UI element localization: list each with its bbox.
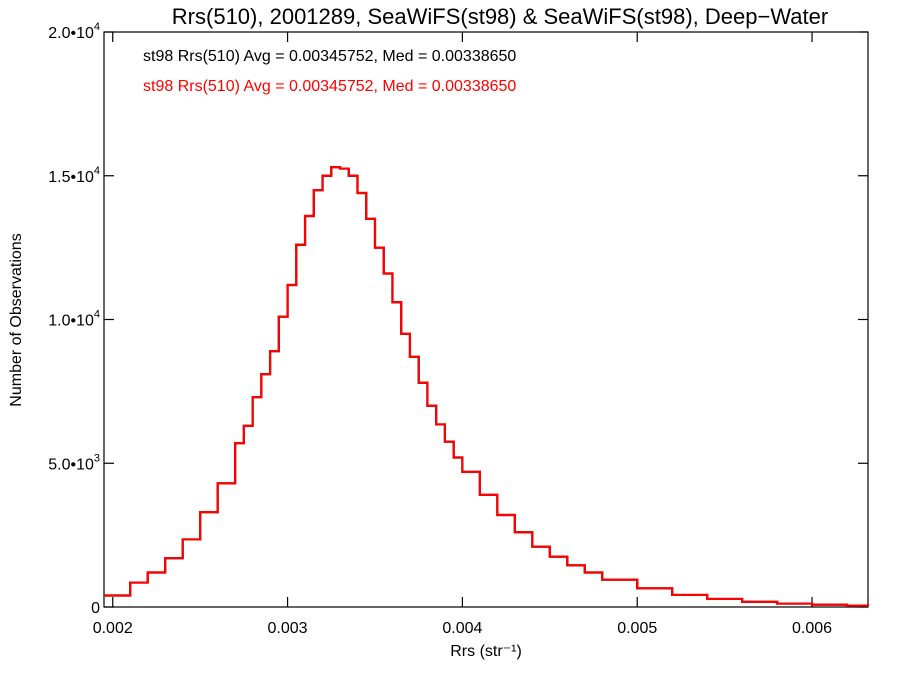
x-tick-label: 0.006 [792,620,832,637]
plot-frame [103,31,869,608]
x-tick-label: 0.004 [442,620,482,637]
y-tick-label: 0 [91,600,100,617]
x-tick-label: 0.003 [268,620,308,637]
histogram-series-0 [104,166,870,607]
x-tick-label: 0.005 [617,620,657,637]
series-layer [104,166,870,607]
x-axis: 0.002 0.003 0.004 0.005 0.006 [93,32,832,637]
chart-title: Rrs(510), 2001289, SeaWiFS(st98) & SeaWi… [172,4,828,29]
histogram-series-1 [104,166,870,607]
y-axis: 0 5.0•103 1.0•104 1.5•104 2.0•104 [48,21,868,617]
y-tick-label: 1.5•104 [48,165,100,186]
y-tick-label: 2.0•104 [48,21,100,42]
annotation-black: st98 Rrs(510) Avg = 0.00345752, Med = 0.… [143,48,516,65]
x-tick-label: 0.002 [93,620,133,637]
y-axis-label: Number of Observations [8,233,25,406]
x-axis-label: Rrs (str⁻¹) [450,643,522,660]
y-tick-label: 5.0•103 [48,452,100,473]
annotation-red: st98 Rrs(510) Avg = 0.00345752, Med = 0.… [143,78,516,95]
y-tick-label: 1.0•104 [48,309,100,330]
